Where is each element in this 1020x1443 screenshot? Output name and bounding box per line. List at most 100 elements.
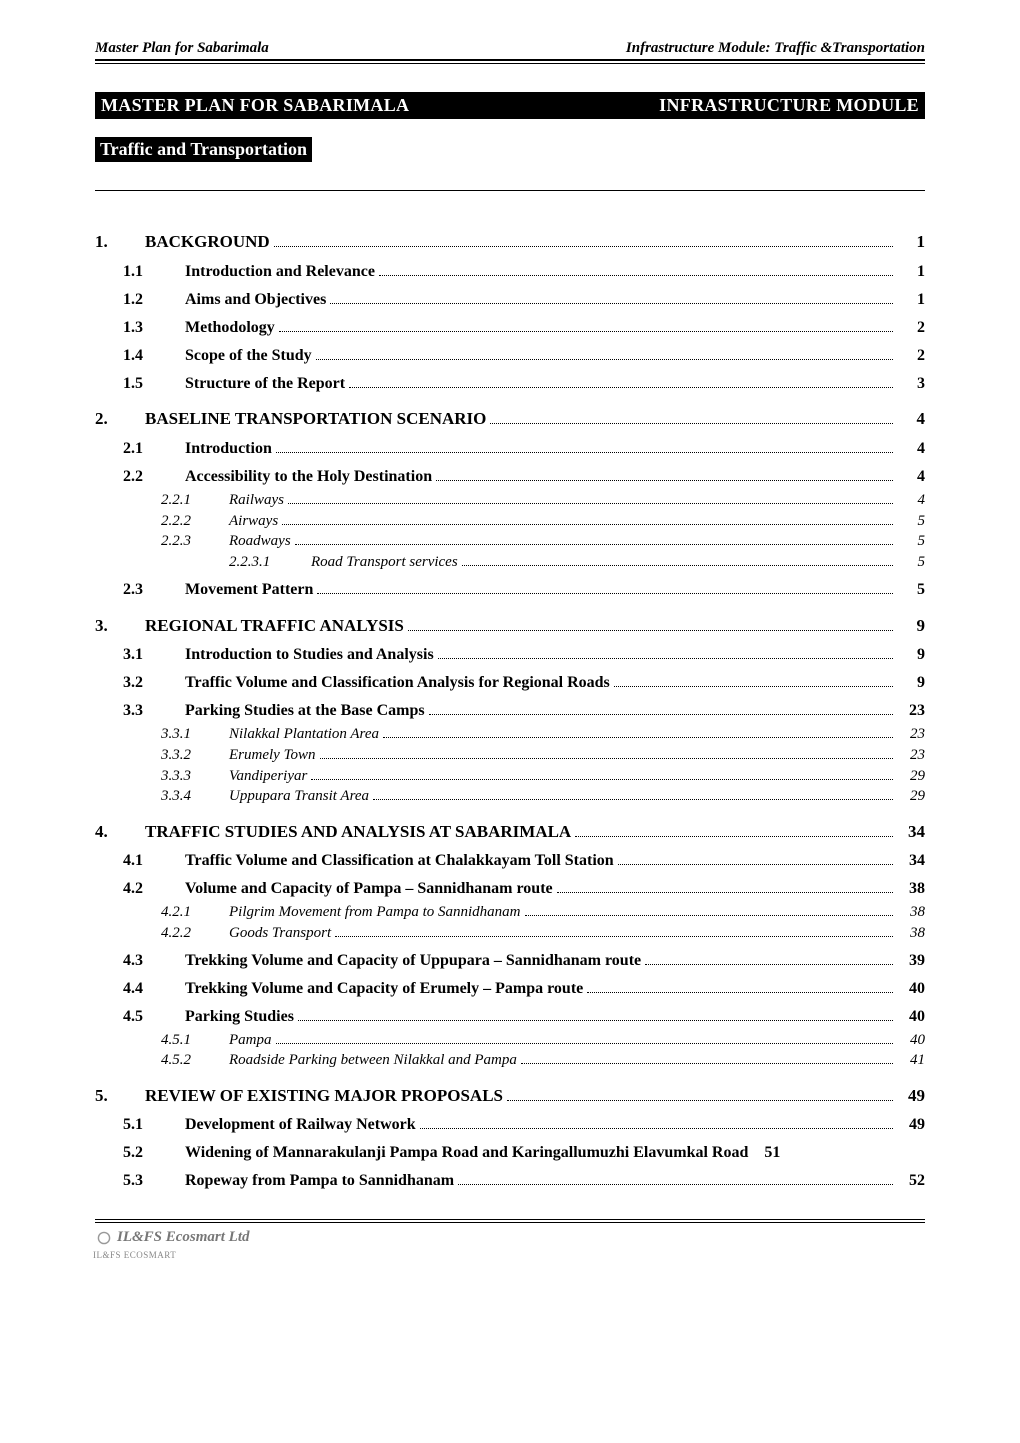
toc-entry-number: 2.2.3 (161, 531, 229, 551)
toc-leader (490, 408, 893, 424)
toc-entry: 1.1Introduction and Relevance1 (95, 260, 925, 282)
toc-leader (279, 316, 893, 331)
toc-entry-number: 4.5.1 (161, 1030, 229, 1050)
footer-rule (95, 1219, 925, 1220)
toc-entry-number: 2.2.1 (161, 490, 229, 510)
toc-entry: 2.1Introduction4 (95, 437, 925, 459)
toc-entry-number: 1. (95, 231, 145, 254)
toc-entry-page: 4 (897, 438, 925, 460)
toc-entry-page: 9 (897, 615, 925, 638)
toc-entry-title: Roadways (229, 531, 291, 551)
toc-leader (614, 672, 893, 687)
toc-leader (288, 489, 893, 504)
toc-entry-title: Uppupara Transit Area (229, 786, 369, 806)
toc-entry-page: 38 (897, 878, 925, 900)
toc-entry-page: 51 (752, 1142, 780, 1164)
toc-entry: 4.2Volume and Capacity of Pampa – Sannid… (95, 878, 925, 900)
toc-entry: 2.2.1Railways 4 (95, 489, 925, 510)
toc-entry-page: 34 (897, 821, 925, 844)
toc-entry-number: 4.2 (123, 878, 185, 900)
footer-text: IL&FS Ecosmart Ltd (117, 1229, 250, 1246)
toc-entry: 5.1Development of Railway Network49 (95, 1114, 925, 1136)
toc-entry-title: BASELINE TRANSPORTATION SCENARIO (145, 408, 486, 431)
toc-entry-number: 4.2.2 (161, 923, 229, 943)
toc-entry-title: Airways (229, 511, 278, 531)
toc-entry-page: 4 (897, 408, 925, 431)
subtitle-rule (95, 190, 925, 191)
toc-entry: 4.5.2Roadside Parking between Nilakkal a… (95, 1050, 925, 1071)
footer-rule-2 (95, 1222, 925, 1223)
toc-entry: 1.2Aims and Objectives1 (95, 288, 925, 310)
toc-entry-page: 49 (897, 1114, 925, 1136)
toc-entry: 5.3Ropeway from Pampa to Sannidhanam52 (95, 1170, 925, 1192)
toc-entry: 3.3.1Nilakkal Plantation Area23 (95, 724, 925, 745)
toc-entry: 3.1Introduction to Studies and Analysis9 (95, 644, 925, 666)
toc-entry: 4.3Trekking Volume and Capacity of Uppup… (95, 949, 925, 971)
toc-leader (320, 744, 893, 759)
toc-entry-title: REVIEW OF EXISTING MAJOR PROPOSALS (145, 1085, 503, 1108)
toc-leader (429, 700, 893, 715)
toc-entry: 3.3.3Vandiperiyar29 (95, 765, 925, 786)
toc-entry-page: 40 (897, 1006, 925, 1028)
toc-entry: 4.1Traffic Volume and Classification at … (95, 850, 925, 872)
toc-entry: 2.3Movement Pattern5 (95, 578, 925, 600)
toc-entry-title: TRAFFIC STUDIES AND ANALYSIS AT SABARIMA… (145, 821, 571, 844)
toc-entry: 4.5.1Pampa40 (95, 1029, 925, 1050)
toc-entry-number: 4.3 (123, 950, 185, 972)
toc-entry: 3.REGIONAL TRAFFIC ANALYSIS9 (95, 614, 925, 637)
toc-leader (276, 437, 893, 452)
toc-entry-title: Traffic Volume and Classification Analys… (185, 672, 610, 694)
toc-entry: 5.2Widening of Mannarakulanji Pampa Road… (95, 1142, 925, 1164)
toc-entry-page: 4 (897, 490, 925, 510)
footer: IL&FS Ecosmart Ltd (95, 1229, 925, 1246)
toc-leader (420, 1114, 893, 1129)
toc-leader (462, 552, 893, 567)
toc-entry-number: 1.2 (123, 289, 185, 311)
toc-entry-number: 2.2.3.1 (229, 552, 311, 572)
toc-entry-title: Railways (229, 490, 284, 510)
toc-entry: 4.5Parking Studies40 (95, 1005, 925, 1027)
toc-entry: 4.2.1Pilgrim Movement from Pampa to Sann… (95, 902, 925, 923)
toc-entry-page: 34 (897, 850, 925, 872)
toc-entry-page: 5 (897, 531, 925, 551)
toc-entry-page: 1 (897, 289, 925, 311)
toc-entry-title: Pilgrim Movement from Pampa to Sannidhan… (229, 902, 521, 922)
toc-entry-number: 3.3.3 (161, 766, 229, 786)
toc-entry-title: Road Transport services (311, 552, 458, 572)
toc-entry-page: 49 (897, 1085, 925, 1108)
toc-entry-page: 2 (897, 345, 925, 367)
running-header-right: Infrastructure Module: Traffic &Transpor… (626, 40, 925, 57)
toc-entry-title: Ropeway from Pampa to Sannidhanam (185, 1170, 454, 1192)
toc-entry-title: Traffic Volume and Classification at Cha… (185, 850, 614, 872)
toc-entry: 3.3.2Erumely Town23 (95, 744, 925, 765)
toc-leader (349, 372, 893, 387)
toc-entry-title: Scope of the Study (185, 345, 312, 367)
title-bar-right: INFRASTRUCTURE MODULE (659, 95, 919, 116)
toc-leader (274, 231, 893, 247)
toc-entry-page: 1 (897, 261, 925, 283)
toc-entry: 2.2.2Airways5 (95, 510, 925, 531)
toc-entry-number: 4.1 (123, 850, 185, 872)
toc-entry-title: Parking Studies at the Base Camps (185, 700, 425, 722)
toc-entry: 2.2Accessibility to the Holy Destination… (95, 465, 925, 487)
toc-entry-title: Structure of the Report (185, 373, 345, 395)
toc-entry-page: 38 (897, 902, 925, 922)
toc-entry-title: Nilakkal Plantation Area (229, 724, 379, 744)
title-bar: MASTER PLAN FOR SABARIMALA INFRASTRUCTUR… (95, 92, 925, 119)
toc-leader (311, 765, 893, 780)
toc-leader (295, 531, 893, 546)
toc-entry-number: 5.1 (123, 1114, 185, 1136)
toc-entry-page: 23 (897, 745, 925, 765)
toc-entry-number: 4.5 (123, 1006, 185, 1028)
toc-entry-page: 1 (897, 231, 925, 254)
toc-entry-number: 4.4 (123, 978, 185, 1000)
footer-mark: IL&FS ECOSMART (93, 1250, 925, 1260)
toc-entry-number: 4.2.1 (161, 902, 229, 922)
toc-entry-title: Goods Transport (229, 923, 331, 943)
toc-entry-number: 3. (95, 615, 145, 638)
toc-leader (408, 614, 893, 630)
toc-entry: 4.2.2Goods Transport38 (95, 922, 925, 943)
toc-leader (458, 1170, 893, 1185)
toc-leader (436, 465, 893, 480)
toc-entry-number: 5. (95, 1085, 145, 1108)
